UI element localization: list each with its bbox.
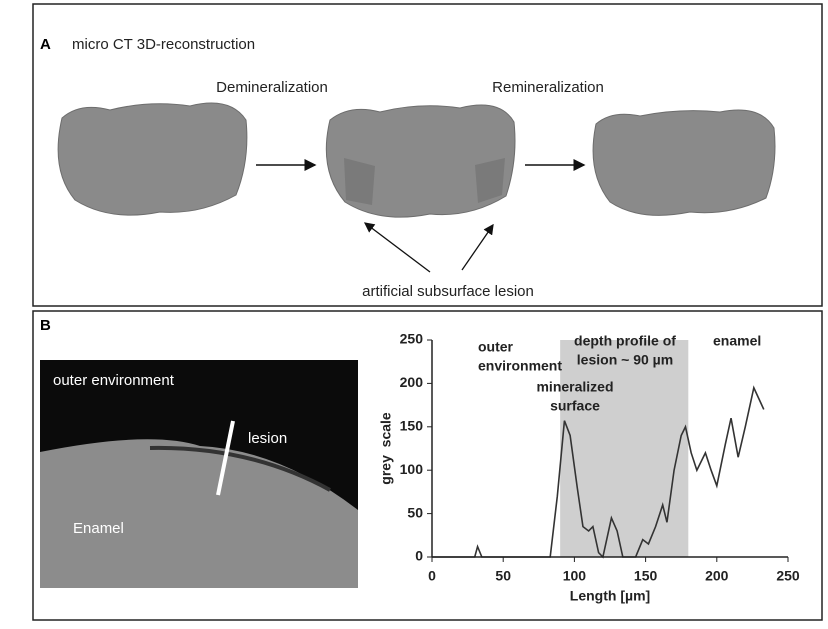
annotation: artificial subsurface lesion [362,283,534,300]
y-tick-label: 100 [400,461,424,477]
figure: A micro CT 3D-reconstruction Demineraliz… [0,0,828,624]
tooth [593,110,775,215]
panel-title: micro CT 3D-reconstruction [72,36,255,53]
chart-annotation: enamel [713,333,761,349]
y-tick-label: 50 [407,504,423,520]
y-axis-label: grey scale [378,412,394,485]
chart-annotation: lesion ~ 90 µm [577,352,673,368]
y-tick-label: 0 [415,548,423,564]
chart-annotation: mineralized [536,379,613,395]
x-tick-label: 150 [634,568,658,584]
image-label: lesion [248,430,287,447]
panel-label: B [40,317,51,334]
step-label: Demineralization [216,79,328,96]
page: A micro CT 3D-reconstruction Demineraliz… [0,0,828,629]
image-label: Enamel [73,520,124,537]
x-tick-label: 100 [563,568,587,584]
panel-label: A [40,36,51,53]
y-tick-label: 250 [400,331,424,347]
arrow [462,225,493,270]
chart-annotation: environment [478,358,562,374]
x-tick-label: 50 [495,568,511,584]
y-tick-label: 200 [400,374,424,390]
x-tick-label: 250 [776,568,800,584]
x-axis-label: Length [µm] [570,588,650,604]
x-tick-label: 0 [428,568,436,584]
chart-annotation: depth profile of [574,333,676,349]
step-label: Remineralization [492,79,604,96]
teeth [58,103,775,217]
x-tick-label: 200 [705,568,729,584]
image-label: outer environment [53,372,175,389]
highlight-region [560,340,688,557]
y-tick-label: 150 [400,418,424,434]
chart-annotation: outer [478,339,514,355]
arrow [365,223,430,272]
chart-annotation: surface [550,398,600,414]
tooth [58,103,247,215]
